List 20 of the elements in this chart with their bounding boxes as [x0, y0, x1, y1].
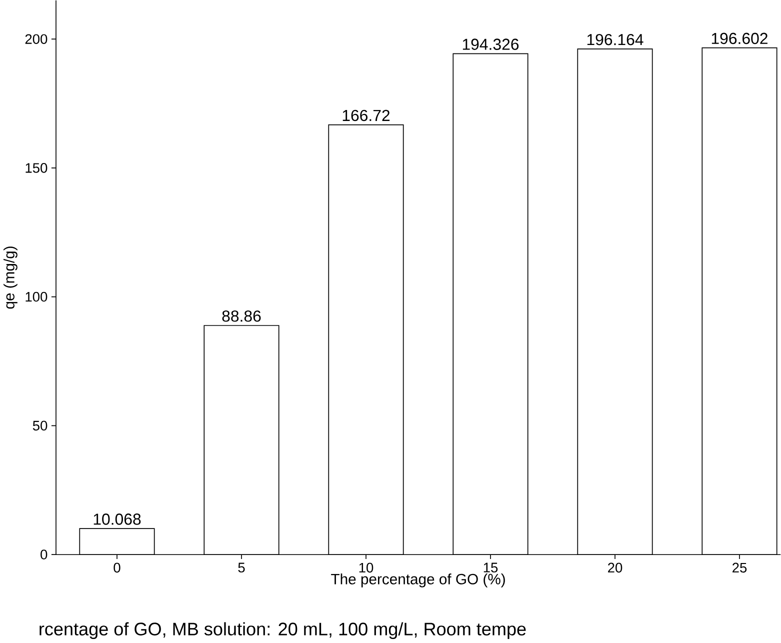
data-label: 194.326: [462, 38, 519, 50]
x-tick-label: 10: [359, 563, 374, 573]
data-label: 196.164: [587, 34, 644, 46]
data-label: 10.068: [94, 514, 141, 526]
text: rcentage of GO, MB solution: 20 mL, 100 mg/L, Room tempe: [40, 622, 526, 640]
data-label: 88.86: [222, 310, 261, 322]
y-tick-label: 100: [26, 292, 48, 302]
x-tick-label: 0: [114, 563, 120, 573]
y-tick-label: 0: [40, 550, 48, 560]
data-label: 196.602: [712, 33, 768, 44]
y-tick-label: 200: [25, 34, 48, 44]
y-tick-label: 150: [26, 163, 48, 174]
x-axis-title: The percentage of GO (%): [331, 574, 505, 588]
y-tick-label: 50: [32, 420, 48, 431]
x-tick-label: 15: [484, 563, 498, 573]
x-tick-label: 25: [732, 563, 747, 573]
x-tick-label: 5: [238, 563, 245, 573]
x-tick-label: 20: [608, 563, 622, 573]
y-axis-title: qe (mg/g): [4, 246, 18, 309]
data-label: 166.72: [342, 110, 390, 122]
